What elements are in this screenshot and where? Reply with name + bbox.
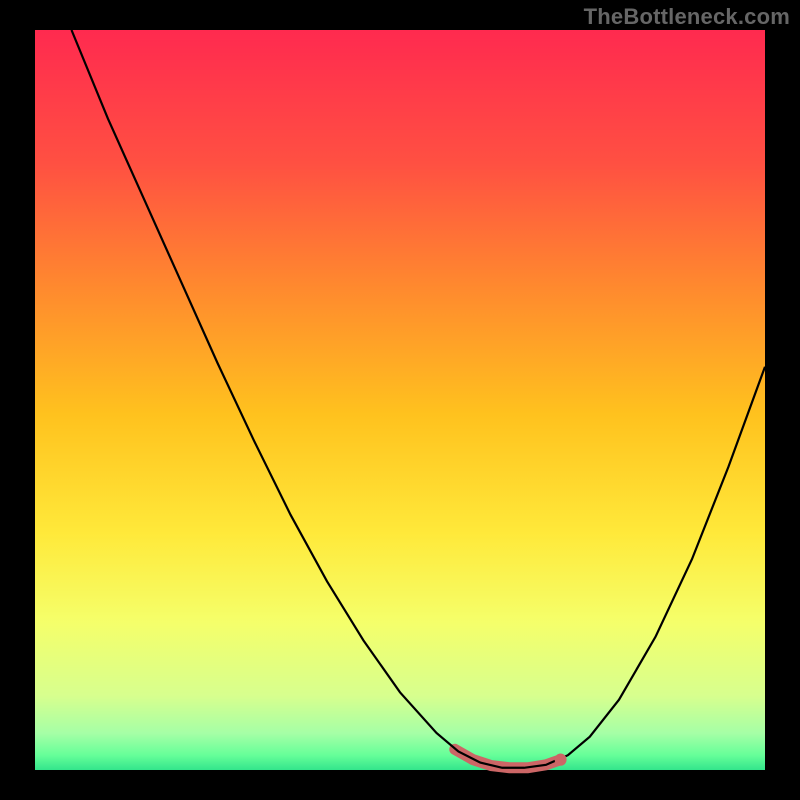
watermark-text: TheBottleneck.com	[584, 4, 790, 30]
chart-container: TheBottleneck.com	[0, 0, 800, 800]
main-curve	[72, 30, 766, 768]
plot-area	[35, 30, 765, 770]
highlight-dot	[555, 754, 567, 766]
curve-svg	[35, 30, 765, 770]
